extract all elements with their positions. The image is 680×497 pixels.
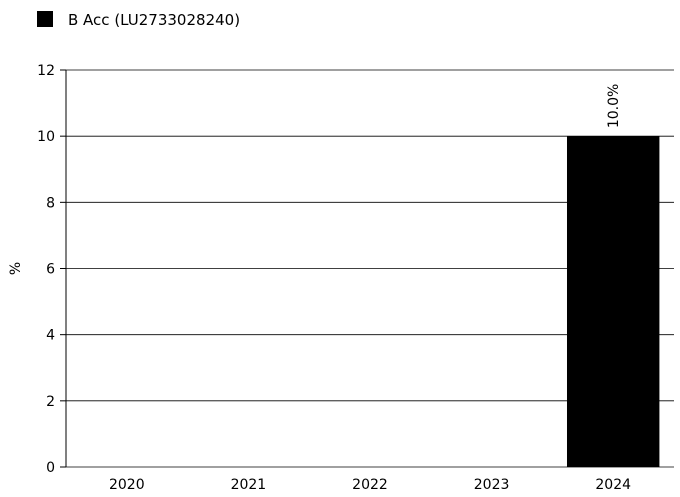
x-tick-label: 2020 (109, 477, 145, 493)
gridlines (66, 69, 674, 468)
legend-swatch (37, 11, 53, 27)
data-labels: 10.0% (606, 84, 622, 128)
x-tick-label: 2021 (231, 477, 267, 493)
y-tick-label: 10 (37, 129, 55, 145)
y-tick-label: 4 (46, 328, 55, 344)
y-tick-label: 12 (37, 63, 55, 79)
data-label-2024: 10.0% (606, 84, 622, 128)
y-axis: 0 2 4 6 8 10 12 (37, 63, 67, 476)
y-axis-title: % (8, 262, 24, 275)
x-axis: 2020 2021 2022 2023 2024 (109, 477, 631, 493)
legend-label: B Acc (LU2733028240) (68, 11, 240, 29)
y-tick-label: 6 (46, 262, 55, 278)
bars (566, 136, 660, 467)
y-tick-label: 2 (46, 394, 55, 410)
x-tick-label: 2023 (474, 477, 510, 493)
x-tick-label: 2022 (352, 477, 388, 493)
legend: B Acc (LU2733028240) (37, 11, 240, 29)
x-tick-label: 2024 (595, 477, 631, 493)
bar-2024 (566, 136, 660, 467)
y-tick-label: 0 (46, 460, 55, 476)
y-tick-label: 8 (46, 195, 55, 211)
